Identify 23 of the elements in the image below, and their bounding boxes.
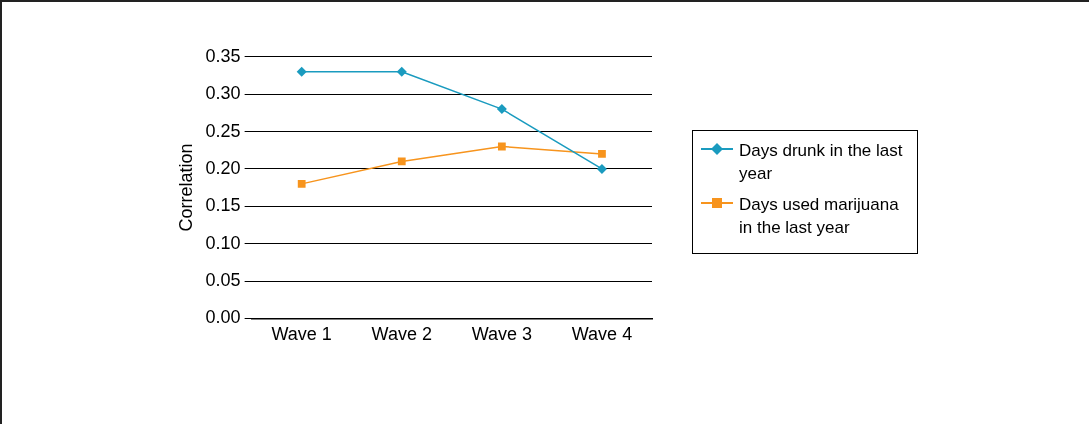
y-tick-label: 0.10: [205, 232, 241, 253]
x-tick-label: Wave 2: [371, 324, 432, 345]
x-tick-label: Wave 4: [571, 324, 633, 345]
y-tick-label: 0.25: [205, 120, 241, 141]
legend-label: Days used marijuana in the last year: [739, 194, 900, 239]
y-tick-label: 0.20: [205, 157, 241, 178]
point: [296, 66, 307, 77]
point: [596, 163, 607, 174]
y-tick-label: 0.15: [205, 195, 241, 216]
point: [297, 179, 306, 188]
x-tick-label: Wave 3: [471, 324, 533, 345]
point: [497, 142, 506, 151]
point: [496, 104, 507, 115]
point: [598, 150, 606, 158]
y-tick-label: 0.30: [205, 83, 241, 104]
legend-label: Days drunk in the last year: [739, 140, 904, 185]
y-tick-label: 0.35: [205, 45, 241, 66]
x-tick-label: Wave 1: [271, 324, 332, 345]
y-axis-title: Correlation: [175, 143, 196, 232]
point: [397, 157, 406, 166]
y-tick-label: 0.05: [205, 270, 241, 290]
point: [396, 66, 407, 77]
y-tick-label: 0.00: [205, 307, 241, 328]
